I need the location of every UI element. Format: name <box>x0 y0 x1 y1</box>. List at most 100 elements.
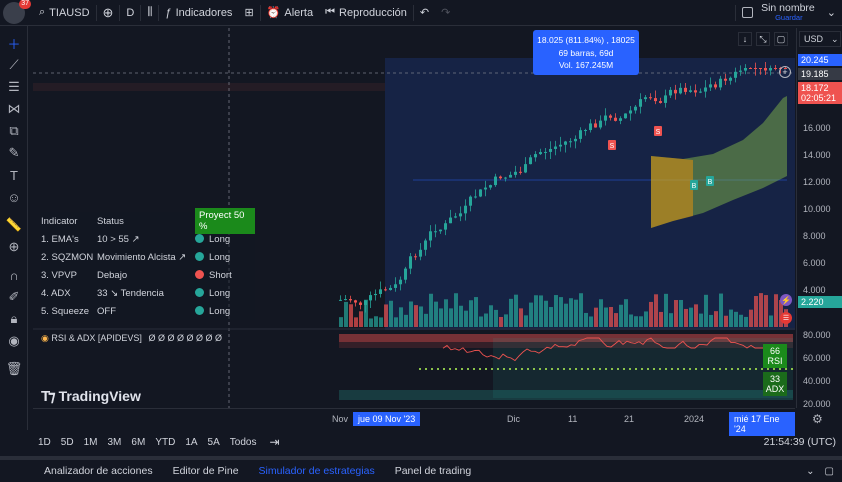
user-avatar[interactable]: 37 <box>3 0 31 24</box>
candle <box>384 289 387 291</box>
rsi-adx-legend[interactable]: ◉ RSI & ADX [APIDEVS] Ø Ø Ø Ø Ø Ø Ø Ø <box>41 333 222 344</box>
footer-tab[interactable]: Panel de trading <box>394 465 472 477</box>
range-6m[interactable]: 6M <box>131 436 146 448</box>
range-3m[interactable]: 3M <box>107 436 122 448</box>
candle <box>519 171 522 173</box>
time-axis[interactable]: Nov Dic 11 21 2024 jue 09 Nov '23 mié 17… <box>33 408 795 436</box>
volume-bar <box>719 293 723 327</box>
range-todos[interactable]: Todos <box>229 436 257 448</box>
compare-symbol-button[interactable]: ⊕ <box>97 0 120 26</box>
volume-bar <box>439 308 443 327</box>
indicators-button[interactable]: ƒ Indicadores <box>159 0 238 26</box>
lock-icon[interactable]: 🔒︎ <box>10 311 18 326</box>
volume-bar <box>484 313 488 327</box>
maximize-panel-icon[interactable]: ▢ <box>824 465 834 477</box>
candle <box>659 101 662 103</box>
trend-line-icon[interactable]: ⟋ <box>9 57 19 72</box>
symbol-search[interactable]: ⌕ TIAUSD <box>33 0 96 26</box>
volume-bar <box>609 306 613 327</box>
indicator-signal: Long <box>195 251 255 263</box>
volume-bar <box>539 295 543 327</box>
currency-selector[interactable]: USD ⌄ <box>799 31 841 47</box>
volume-bar <box>624 299 628 327</box>
crosshair-icon[interactable]: ＋ <box>7 36 21 52</box>
candle <box>529 157 532 165</box>
candles-icon: ⫼ <box>147 6 153 18</box>
candle <box>429 231 432 241</box>
range-5a[interactable]: 5A <box>207 436 220 448</box>
layout-dropdown-button[interactable]: ⌄ <box>821 0 842 26</box>
signal-label: S <box>656 129 661 136</box>
layout-selector[interactable]: Sin nombre Guardar <box>736 0 821 26</box>
volume-bar <box>729 309 733 327</box>
chart-canvas[interactable]: S S B B <box>33 28 795 408</box>
alert-button[interactable]: ⏰ Alerta <box>261 0 319 26</box>
volume-bar <box>669 313 673 327</box>
candle <box>414 256 417 258</box>
footer-tab[interactable]: Simulador de estrategias <box>258 465 375 477</box>
eye-icon[interactable]: ◉ <box>8 333 20 348</box>
candle <box>664 95 667 103</box>
candle <box>444 223 447 230</box>
flag-icon[interactable]: ☰ <box>780 312 792 324</box>
brush-icon[interactable]: ✎ <box>8 145 20 160</box>
undo-button[interactable]: ↶ <box>414 0 435 26</box>
candle <box>499 176 502 179</box>
volume-profile-band <box>33 83 385 91</box>
chart-type-button[interactable]: ⫼ <box>141 0 158 26</box>
range-5d[interactable]: 5D <box>60 436 74 448</box>
projection-icon[interactable]: ⧉ <box>9 123 19 138</box>
candle <box>584 130 587 132</box>
replay-button[interactable]: ⏮ Reproducción <box>319 0 413 26</box>
maximize-icon[interactable]: ▢ <box>774 32 788 46</box>
last-price: 18.172 <box>801 83 829 93</box>
indicator-signal: Long <box>195 233 255 245</box>
volume-bar <box>639 316 643 327</box>
signal-label: B <box>692 183 697 190</box>
range-1m[interactable]: 1M <box>83 436 98 448</box>
templates-button[interactable]: ⊞ <box>238 0 259 26</box>
magnet-icon[interactable]: ∩ <box>9 267 19 283</box>
redo-button[interactable]: ↷ <box>435 0 456 26</box>
collapse-icon[interactable]: ⤡ <box>756 32 770 46</box>
volume-bar <box>489 305 493 327</box>
download-icon[interactable]: ↓ <box>738 32 752 46</box>
candle <box>489 185 492 188</box>
price-tick: 8.000 <box>803 231 826 241</box>
price-axis[interactable]: USD ⌄ 16.000 14.000 12.000 10.000 8.000 6.000… <box>796 28 842 409</box>
trash-icon[interactable]: 🗑︎ <box>5 361 23 376</box>
search-icon: ⌕ <box>39 6 46 18</box>
chart-pane[interactable]: S S B B 18.025 (811.84%) , 18025 69 barras,… <box>33 28 795 408</box>
range-1d[interactable]: 1D <box>38 436 51 448</box>
range-ytd[interactable]: YTD <box>155 436 176 448</box>
emoji-icon[interactable]: ☺ <box>7 189 21 205</box>
clock[interactable]: 21:54:39 (UTC) <box>763 436 836 448</box>
collapse-panel-icon[interactable]: ⌄ <box>806 465 815 477</box>
candle <box>419 249 422 257</box>
date-range-icon[interactable]: ⇥ <box>269 435 280 449</box>
signal-dot <box>195 269 204 279</box>
candle <box>344 299 347 301</box>
range-1a[interactable]: 1A <box>185 436 198 448</box>
price-tick: 16.000 <box>803 123 831 133</box>
pattern-icon[interactable]: ⋈ <box>7 101 21 116</box>
fib-lines-icon[interactable]: ☰ <box>8 79 20 94</box>
text-icon[interactable]: T <box>10 167 18 183</box>
candle <box>494 176 497 186</box>
ruler-icon[interactable]: 📏 <box>5 217 23 232</box>
measure-range-area <box>385 58 795 330</box>
interval-button[interactable]: D <box>120 0 140 26</box>
indicator-signal: Long <box>195 287 255 299</box>
footer-tab[interactable]: Editor de Pine <box>172 465 239 477</box>
footer-tab[interactable]: Analizador de acciones <box>44 465 153 477</box>
add-alert-icon[interactable]: + <box>779 66 791 78</box>
time-label: Nov <box>332 414 349 424</box>
table-row: 1. EMA's 10 > 55 ↗ Long <box>41 230 255 248</box>
candle <box>724 78 727 81</box>
stay-drawing-icon[interactable]: ✐ <box>8 289 20 304</box>
zoom-in-icon[interactable]: ⊕ <box>8 239 20 254</box>
settings-gear-icon[interactable]: ⚙ <box>812 412 823 426</box>
volume-bar <box>369 318 373 327</box>
lightning-icon[interactable]: ⚡ <box>780 294 792 306</box>
volume-bar <box>444 299 448 327</box>
